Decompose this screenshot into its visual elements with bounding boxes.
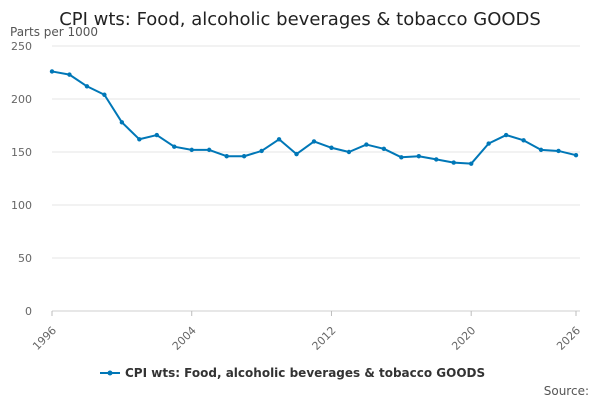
- chart-title: CPI wts: Food, alcoholic beverages & tob…: [59, 9, 541, 30]
- data-point[interactable]: [67, 72, 72, 77]
- data-point[interactable]: [486, 141, 491, 146]
- data-point[interactable]: [224, 154, 229, 159]
- data-point[interactable]: [311, 139, 317, 144]
- y-tick-label: 250: [11, 40, 32, 53]
- y-axis-units-label: Parts per 1000: [10, 25, 98, 39]
- data-point[interactable]: [556, 148, 561, 154]
- x-tick-label: 2026: [554, 324, 583, 353]
- gridlines: [52, 45, 580, 312]
- series-line: [51, 70, 577, 165]
- y-tick-label: 150: [11, 146, 32, 159]
- legend-item-label: CPI wts: Food, alcoholic beverages & tob…: [125, 366, 485, 380]
- data-point[interactable]: [207, 147, 212, 153]
- legend[interactable]: CPI wts: Food, alcoholic beverages & tob…: [100, 366, 485, 380]
- data-point[interactable]: [84, 84, 90, 89]
- data-point[interactable]: [434, 157, 439, 162]
- y-tick-label: 100: [11, 199, 32, 212]
- y-tick-label: 50: [18, 252, 32, 265]
- data-point[interactable]: [573, 152, 579, 158]
- y-tick-label: 200: [11, 93, 32, 106]
- x-tick-label: 2012: [310, 324, 339, 353]
- data-point[interactable]: [451, 160, 456, 165]
- data-point[interactable]: [102, 92, 107, 97]
- data-point[interactable]: [381, 146, 387, 152]
- data-point[interactable]: [172, 144, 177, 149]
- legend-marker: [107, 370, 113, 376]
- data-point[interactable]: [364, 142, 369, 147]
- x-tick-label: 2020: [449, 324, 478, 353]
- x-tick-label: 2004: [170, 324, 199, 353]
- data-point[interactable]: [416, 154, 421, 159]
- data-point[interactable]: [276, 137, 282, 142]
- y-tick-label: 0: [25, 305, 32, 318]
- data-point[interactable]: [503, 132, 509, 138]
- data-point[interactable]: [259, 148, 264, 154]
- data-point[interactable]: [154, 132, 159, 138]
- series-group: [49, 69, 579, 166]
- data-point[interactable]: [399, 155, 404, 160]
- data-point[interactable]: [346, 149, 352, 155]
- data-point[interactable]: [469, 161, 474, 166]
- data-point[interactable]: [119, 120, 125, 125]
- data-point[interactable]: [241, 154, 247, 159]
- axes: 0 50 100 150 200 250 1996 2004 2012 2020 2026: [11, 40, 583, 353]
- data-point[interactable]: [538, 147, 544, 153]
- data-point[interactable]: [49, 69, 55, 74]
- data-point[interactable]: [521, 138, 526, 143]
- data-point[interactable]: [329, 145, 334, 150]
- data-point[interactable]: [189, 147, 194, 153]
- data-point[interactable]: [137, 137, 142, 142]
- source-label: Source:: [544, 384, 589, 398]
- data-point[interactable]: [294, 151, 299, 157]
- x-tick-label: 1996: [30, 324, 59, 353]
